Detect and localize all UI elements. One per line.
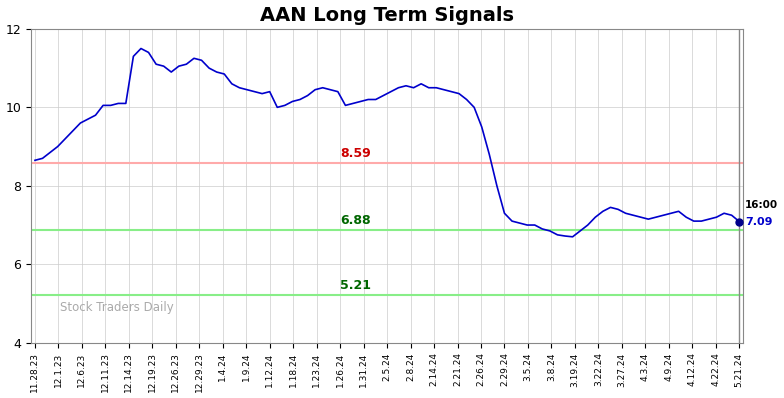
- Text: 8.59: 8.59: [340, 146, 371, 160]
- Text: 6.88: 6.88: [340, 214, 371, 226]
- Text: 16:00: 16:00: [745, 200, 778, 210]
- Text: Stock Traders Daily: Stock Traders Daily: [60, 301, 173, 314]
- Text: 7.09: 7.09: [745, 217, 772, 226]
- Text: 5.21: 5.21: [339, 279, 371, 292]
- Title: AAN Long Term Signals: AAN Long Term Signals: [260, 6, 514, 25]
